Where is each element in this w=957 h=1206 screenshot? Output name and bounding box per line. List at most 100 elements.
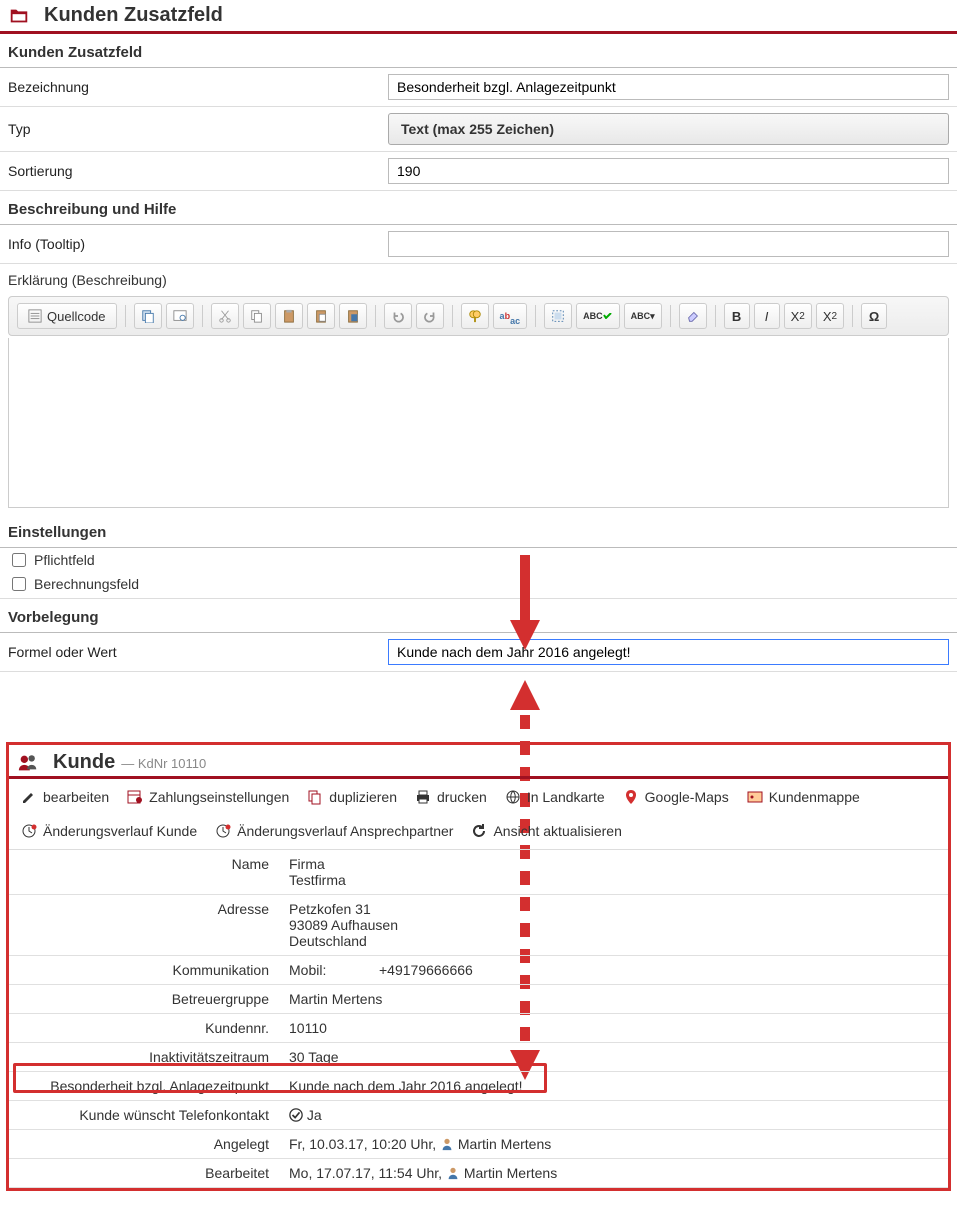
typ-dropdown[interactable]: Text (max 255 Zeichen)	[388, 113, 949, 145]
action-label: Zahlungseinstellungen	[149, 789, 289, 805]
rte-paste-word-icon[interactable]	[339, 303, 367, 329]
rte-copy2-icon[interactable]	[243, 303, 271, 329]
rte-spellcheck-icon[interactable]: ABC	[576, 303, 620, 329]
action-duplizieren[interactable]: duplizieren	[307, 789, 397, 805]
action-gmaps[interactable]: Google-Maps	[623, 789, 729, 805]
table-row: Betreuergruppe Martin Mertens	[9, 985, 948, 1014]
rte-replace-icon[interactable]: abac	[493, 303, 528, 329]
action-label: Ansicht aktualisieren	[493, 823, 621, 839]
cell-value: FirmaTestfirma	[279, 850, 948, 895]
formel-label: Formel oder Wert	[8, 644, 388, 660]
pflichtfeld-checkbox[interactable]	[12, 553, 26, 567]
person-icon	[440, 1137, 454, 1151]
action-label: bearbeiten	[43, 789, 109, 805]
rte-separator	[715, 305, 716, 327]
customer-header: Kunde — KdNr 10110	[9, 745, 948, 779]
table-row: Adresse Petzkofen 3193089 AufhausenDeuts…	[9, 895, 948, 956]
cell-key: Besonderheit bzgl. Anlagezeitpunkt	[9, 1072, 279, 1101]
cell-key: Kundennr.	[9, 1014, 279, 1043]
rte-separator	[852, 305, 853, 327]
customer-detail-table: Name FirmaTestfirma Adresse Petzkofen 31…	[9, 850, 948, 1188]
rte-toolbar: Quellcode abac ABC ABC▾ B I X2 X2 Ω	[8, 296, 949, 336]
row-formel: Formel oder Wert	[0, 633, 957, 672]
page-title: Kunden Zusatzfeld	[44, 4, 223, 27]
folder-icon	[8, 5, 30, 27]
rte-separator	[452, 305, 453, 327]
rte-selectall-icon[interactable]	[544, 303, 572, 329]
formel-input[interactable]	[388, 639, 949, 665]
rte-separator	[125, 305, 126, 327]
bezeichnung-input[interactable]	[388, 74, 949, 100]
cell-key: Betreuergruppe	[9, 985, 279, 1014]
berechnungsfeld-checkbox[interactable]	[12, 577, 26, 591]
action-label: Kundenmappe	[769, 789, 860, 805]
rte-quellcode-button[interactable]: Quellcode	[17, 303, 117, 329]
table-row: Kommunikation Mobil:+49179666666	[9, 956, 948, 985]
action-bearbeiten[interactable]: bearbeiten	[21, 789, 109, 805]
rte-bold-icon[interactable]: B	[724, 303, 750, 329]
rte-quellcode-label: Quellcode	[47, 309, 106, 324]
action-zahlungen[interactable]: Zahlungseinstellungen	[127, 789, 289, 805]
cell-value: Kunde nach dem Jahr 2016 angelegt!	[279, 1072, 948, 1101]
customer-panel: Kunde — KdNr 10110 bearbeiten Zahlungsei…	[6, 742, 951, 1191]
section-kunden-zusatzfeld: Kunden Zusatzfeld	[0, 34, 957, 68]
rte-separator	[670, 305, 671, 327]
action-kundenmappe[interactable]: Kundenmappe	[747, 789, 860, 805]
typ-label: Typ	[8, 121, 388, 137]
rte-separator	[202, 305, 203, 327]
row-sortierung: Sortierung	[0, 152, 957, 191]
person-icon	[446, 1166, 460, 1180]
cell-key: Bearbeitet	[9, 1159, 279, 1188]
info-input[interactable]	[388, 231, 949, 257]
rte-undo-icon[interactable]	[384, 303, 412, 329]
rte-body[interactable]	[8, 338, 949, 508]
action-label: Änderungsverlauf Kunde	[43, 823, 197, 839]
action-drucken[interactable]: drucken	[415, 789, 487, 805]
table-row: Name FirmaTestfirma	[9, 850, 948, 895]
rte-spellcheck2-icon[interactable]: ABC▾	[624, 303, 662, 329]
rte-omega-icon[interactable]: Ω	[861, 303, 887, 329]
action-landkarte[interactable]: In Landkarte	[505, 789, 605, 805]
action-verlauf-kunde[interactable]: Änderungsverlauf Kunde	[21, 823, 197, 839]
rte-paste-icon[interactable]	[275, 303, 303, 329]
row-pflichtfeld: Pflichtfeld	[0, 548, 957, 572]
bezeichnung-label: Bezeichnung	[8, 79, 388, 95]
pflichtfeld-label: Pflichtfeld	[34, 552, 95, 568]
table-row: Angelegt Fr, 10.03.17, 10:20 Uhr, Martin…	[9, 1130, 948, 1159]
action-label: drucken	[437, 789, 487, 805]
rte-superscript-icon[interactable]: X2	[816, 303, 844, 329]
cell-key: Kommunikation	[9, 956, 279, 985]
rte-subscript-icon[interactable]: X2	[784, 303, 812, 329]
rte-eraser-icon[interactable]	[679, 303, 707, 329]
rte-copy-icon[interactable]	[134, 303, 162, 329]
cell-key: Adresse	[9, 895, 279, 956]
rte-italic-icon[interactable]: I	[754, 303, 780, 329]
rte-separator	[535, 305, 536, 327]
cell-value: Martin Mertens	[279, 985, 948, 1014]
cell-key: Inaktivitätszeitraum	[9, 1043, 279, 1072]
action-refresh[interactable]: Ansicht aktualisieren	[471, 823, 621, 839]
customer-title: Kunde	[53, 751, 115, 774]
table-row: Kundennr. 10110	[9, 1014, 948, 1043]
sortierung-label: Sortierung	[8, 163, 388, 179]
rte-cut-icon[interactable]	[211, 303, 239, 329]
cell-value: Fr, 10.03.17, 10:20 Uhr, Martin Mertens	[279, 1130, 948, 1159]
rte-redo-icon[interactable]	[416, 303, 444, 329]
action-verlauf-ap[interactable]: Änderungsverlauf Ansprechpartner	[215, 823, 453, 839]
section-beschreibung: Beschreibung und Hilfe	[0, 191, 957, 225]
rte-preview-icon[interactable]	[166, 303, 194, 329]
rte-find-icon[interactable]	[461, 303, 489, 329]
berechnungsfeld-label: Berechnungsfeld	[34, 576, 139, 592]
row-info: Info (Tooltip)	[0, 225, 957, 264]
row-typ: Typ Text (max 255 Zeichen)	[0, 107, 957, 152]
page-header: Kunden Zusatzfeld	[0, 0, 957, 34]
customer-subtitle: — KdNr 10110	[121, 756, 206, 771]
cell-key: Name	[9, 850, 279, 895]
rte-paste-text-icon[interactable]	[307, 303, 335, 329]
cell-value: Mobil:+49179666666	[279, 956, 948, 985]
table-row: Kunde wünscht Telefonkontakt Ja	[9, 1101, 948, 1130]
sortierung-input[interactable]	[388, 158, 949, 184]
cell-value: Mo, 17.07.17, 11:54 Uhr, Martin Mertens	[279, 1159, 948, 1188]
cell-key: Angelegt	[9, 1130, 279, 1159]
table-row: Bearbeitet Mo, 17.07.17, 11:54 Uhr, Mart…	[9, 1159, 948, 1188]
